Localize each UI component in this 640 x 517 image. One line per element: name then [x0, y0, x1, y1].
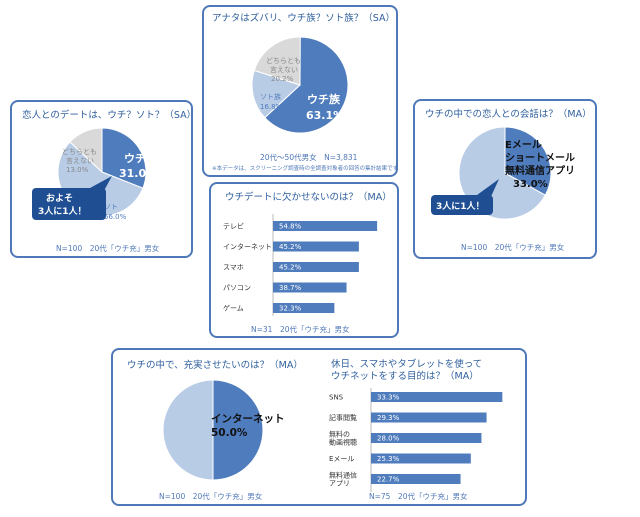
- category-label: SNS: [329, 394, 344, 402]
- panel-title-line-1: 休日、スマホやタブレットを使って: [331, 359, 483, 370]
- callout-line-1: 3人に1人！: [436, 200, 485, 212]
- footnote-purpose: N=75 20代「ウチ充」男女: [369, 492, 468, 501]
- bar: [273, 262, 359, 272]
- pie-chart: Eメール ショートメール 無料通信アプリ 33.0% 3人に1人！: [431, 126, 575, 220]
- callout-line-1: およそ: [46, 193, 73, 204]
- slice-value-uchi: 63.1%: [306, 109, 344, 122]
- panel-title: ウチの中での恋人との会話は？（MA）: [425, 109, 592, 120]
- callout-box: [32, 188, 106, 220]
- slice-value-main: 50.0%: [211, 427, 248, 439]
- panel-conversation: ウチの中での恋人との会話は？（MA） Eメール ショートメール 無料通信アプリ …: [413, 99, 597, 259]
- panel-uchi-date-essentials: ウチデートに欠かせないのは？（MA） 54.8% テレビ 45.2% インターネット 4…: [209, 182, 399, 338]
- pie-slice-messaging: [504, 126, 552, 196]
- bar-value-label: 22.7%: [377, 476, 400, 484]
- slice-label-dochira-2: 言えない: [66, 156, 94, 165]
- bar-value-label: 45.2%: [279, 243, 302, 251]
- slice-label-line-2: ショートメール: [505, 152, 575, 164]
- pie-chart: どちらとも 言えない 20.2% ソト族 16.8% ウチ族 63.1%: [251, 36, 349, 134]
- data-note: ※本データは、スクリーニング調査時の全調査対象者の回答の集計結果です: [212, 166, 399, 172]
- bar-value-label: 32.3%: [279, 305, 302, 313]
- category-label: パソコン: [223, 284, 251, 292]
- bar: [371, 392, 503, 402]
- footnote: N=100 20代「ウチ充」男女: [461, 243, 565, 252]
- pie-slice-dochira: [253, 36, 301, 86]
- slice-value-dochira: 20.2%: [271, 75, 294, 83]
- bar: [273, 221, 378, 231]
- category-label: アプリ: [329, 480, 350, 488]
- slice-label-dochira-1: どちらとも: [266, 57, 301, 65]
- panel-uchi-soto-type: アナタはズバリ、ウチ族？ソト族？（SA） どちらとも 言えない 20.2% ソト…: [202, 5, 398, 177]
- bar: [371, 433, 482, 443]
- bar-value-label: 29.3%: [377, 414, 400, 422]
- pie-slice-uchi: [264, 36, 349, 134]
- slice-value-main: 33.0%: [513, 179, 548, 190]
- pie-slice-other: [162, 379, 214, 481]
- pie-slice-uchi: [101, 127, 147, 189]
- pie-chart: インターネット 50.0%: [162, 379, 285, 481]
- pie-slice-dochira: [69, 127, 103, 174]
- pie-slice-soto: [251, 69, 301, 119]
- slice-label-soto: ソト: [104, 203, 118, 211]
- category-label: 無料通信: [329, 471, 357, 480]
- category-label: インターネット: [223, 242, 272, 251]
- slice-label-dochira-2: 言えない: [270, 65, 298, 74]
- bar: [371, 412, 487, 423]
- bar-value-label: 28.0%: [377, 435, 400, 443]
- bar: [371, 474, 461, 484]
- slice-value-dochira: 13.0%: [66, 166, 89, 174]
- footnote: 20代〜50代男女 N=3,831: [260, 153, 358, 162]
- category-label: 記事閲覧: [329, 413, 357, 422]
- bar-value-label: 25.3%: [377, 455, 400, 463]
- panel-title-purpose: 休日、スマホやタブレットを使って ウチネットをする目的は？（MA）: [331, 359, 521, 383]
- slice-label-uchi: ウチ: [124, 152, 146, 165]
- bar: [273, 303, 335, 313]
- slice-value-soto: 16.8%: [260, 103, 283, 111]
- slice-label-dochira-1: どちらとも: [62, 148, 97, 156]
- category-label: ゲーム: [223, 304, 244, 313]
- panel-date-uchi-soto: 恋人とのデートは、ウチ？ソト？（SA） どちらとも 言えない 13.0% ソト …: [10, 100, 197, 258]
- slice-value-soto: 56.0%: [104, 213, 127, 221]
- callout-line-2: 3人に1人！: [38, 205, 87, 217]
- bar-value-label: 45.2%: [279, 264, 302, 272]
- footnote: N=31 20代「ウチ充」男女: [251, 325, 350, 334]
- slice-label-line-3: 無料通信アプリ: [505, 164, 575, 177]
- panel-title: アナタはズバリ、ウチ族？ソト族？（SA）: [212, 13, 395, 24]
- bar: [273, 241, 359, 252]
- panel-title: 恋人とのデートは、ウチ？ソト？（SA）: [22, 110, 197, 121]
- panel-title-enrich: ウチの中で、充実させたいのは？（MA）: [127, 360, 303, 371]
- slice-label-soto: ソト族: [260, 92, 281, 101]
- category-label: Eメール: [329, 455, 354, 463]
- footnote: N=100 20代「ウチ充」男女: [56, 244, 160, 253]
- footnote-enrich: N=100 20代「ウチ充」男女: [159, 492, 263, 501]
- slice-label-main: インターネット: [211, 413, 285, 425]
- pie-slice-internet: [212, 379, 264, 481]
- slice-value-uchi: 31.0%: [119, 167, 157, 180]
- category-label: 無料の: [329, 430, 350, 439]
- bar-chart: 54.8% テレビ 45.2% インターネット 45.2% スマホ 38.7% パソコン 32.…: [223, 214, 378, 316]
- panel-bottom: ウチの中で、充実させたいのは？（MA） インターネット 50.0% N=100 …: [111, 348, 527, 506]
- category-label: テレビ: [223, 222, 244, 231]
- callout-box: [431, 195, 493, 215]
- bar-value-label: 33.3%: [377, 394, 400, 402]
- category-label: 動画視聴: [329, 438, 357, 447]
- bar-value-label: 38.7%: [279, 284, 302, 292]
- pie-chart: どちらとも 言えない 13.0% ソト 56.0% ウチ 31.0% およそ 3…: [32, 127, 157, 221]
- bar: [371, 453, 471, 464]
- panel-title-line-2: ウチネットをする目的は？（MA）: [331, 371, 479, 382]
- panel-title: ウチデートに欠かせないのは？（MA）: [225, 192, 392, 203]
- slice-label-line-1: Eメール: [505, 139, 542, 151]
- category-label: スマホ: [223, 264, 244, 272]
- slice-label-uchi: ウチ族: [307, 92, 341, 106]
- bar-value-label: 54.8%: [279, 223, 302, 231]
- bar: [273, 282, 347, 293]
